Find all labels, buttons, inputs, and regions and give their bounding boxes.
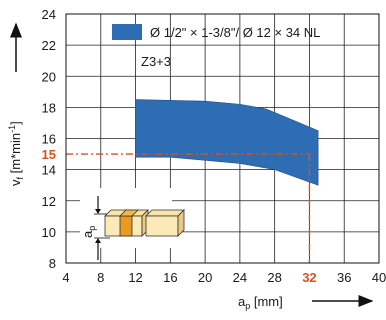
zone-label: Z3+3 [141,54,171,69]
y-tick-label: 12 [42,194,56,209]
x-tick-label: 20 [198,270,212,285]
legend-swatch [112,24,142,40]
y-axis-title: vf [m*min-1] [7,121,25,186]
area-layer [135,99,319,186]
x-tick-label: 28 [267,270,281,285]
x-tick-label: 36 [337,270,351,285]
legend: Ø 1/2" × 1-3/8"/ Ø 12 × 34 NL [112,24,320,40]
workpiece-blocks-icon [104,209,185,237]
legend-label: Ø 1/2" × 1-3/8"/ Ø 12 × 34 NL [150,25,320,40]
tool-inset-ap-label: ap [80,226,97,238]
series-area [135,99,319,186]
y-highlight-label: 15 [42,147,56,162]
x-tick-label: 24 [233,270,247,285]
x-tick-label: 4 [62,270,69,285]
x-tick-label: 12 [128,270,142,285]
x-tick-label: 32 [302,270,316,285]
y-tick-label: 16 [42,132,56,147]
plot-frame [65,13,380,264]
x-axis-title: ap [mm] [238,294,283,311]
y-tick-label: 22 [42,38,56,53]
y-tick-label: 10 [42,225,56,240]
y-tick-label: 18 [42,100,56,115]
tool-inset-icon: ap [80,188,185,260]
y-tick-label: 14 [42,163,56,178]
y-tick-label: 8 [49,256,56,271]
highlight-layer [66,153,311,263]
y-tick-label: 24 [42,7,56,22]
x-tick-label: 8 [97,270,104,285]
y-tick-label: 20 [42,69,56,84]
x-tick-label: 40 [372,270,386,285]
x-tick-label: 16 [163,270,177,285]
